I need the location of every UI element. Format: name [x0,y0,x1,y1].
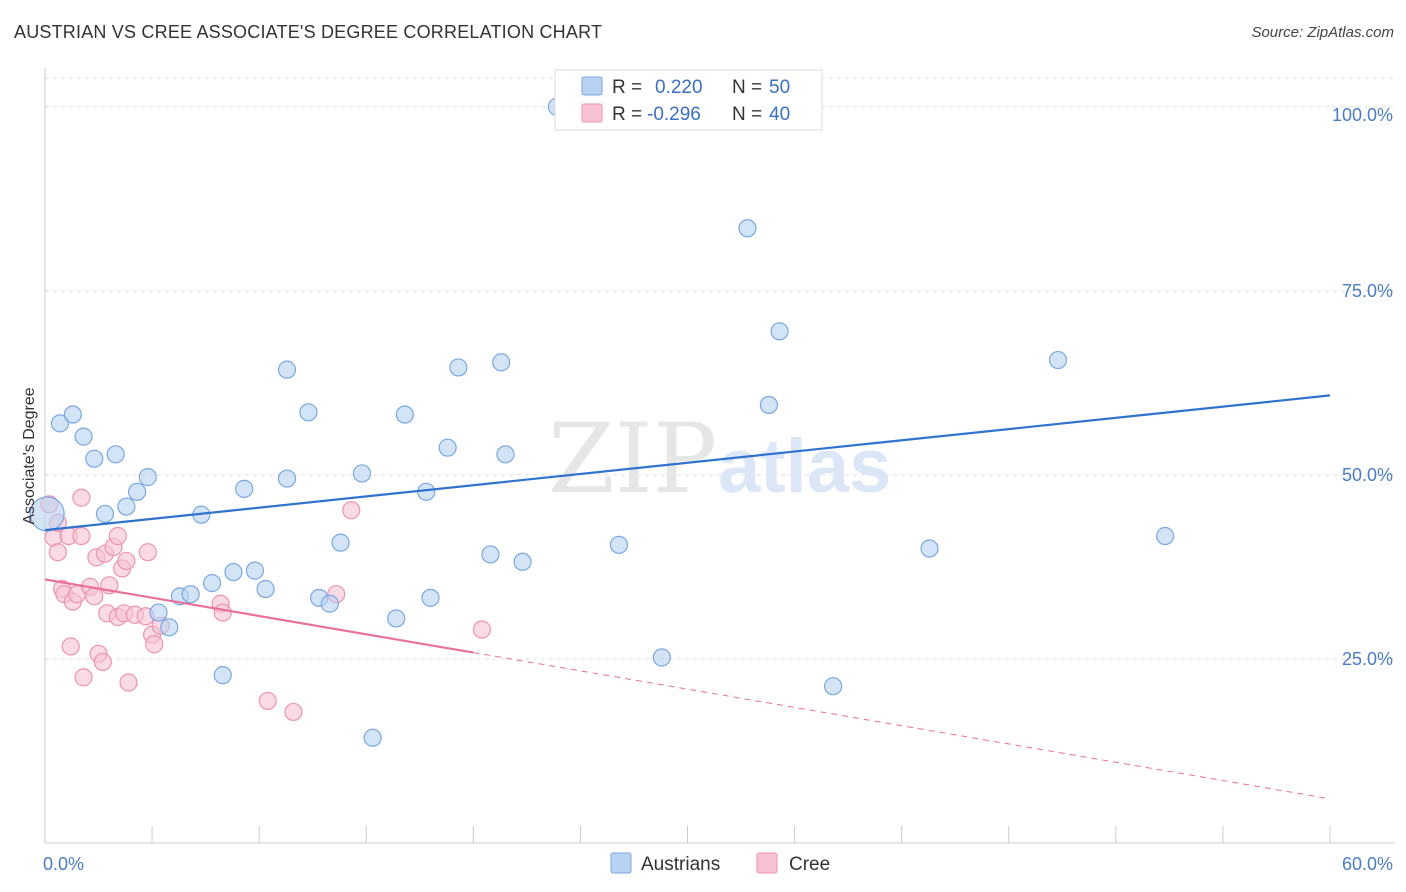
legend-r-value-austrians: 0.220 [655,77,703,98]
austrians-point [149,603,168,622]
bottom-legend-label-austrians: Austrians [641,854,720,875]
watermark-atlas: atlas [718,424,891,509]
austrians-point [496,445,515,464]
axes-layer [44,68,1395,844]
austrians-point [85,449,104,468]
austrians-point [320,594,339,613]
austrians-point [513,552,532,571]
austrians-point [138,468,157,487]
top-legend: R = 0.220 N = 50 R = -0.296 N = 40 [554,69,823,131]
legend-r-label-austrians: R = [612,77,642,98]
austrians-point [395,405,414,424]
austrians-point [1048,350,1068,370]
cree-point [472,620,491,639]
cree-point [74,668,93,687]
austrians-point [224,562,243,582]
austrians-point [331,533,350,552]
austrians-point [421,588,440,607]
cree-point [138,543,157,562]
x-tick-label-60: 60.0% [1342,854,1393,874]
cree-trend-line-extension [473,652,1331,800]
cree-point [145,635,164,654]
austrians-point [609,535,629,554]
austrians-point [481,545,500,564]
austrians-point [738,219,757,238]
bottom-legend-label-cree: Cree [789,854,830,875]
bottom-legend-swatch-austrians [610,852,632,874]
austrians-point [106,445,125,464]
trend-lines [44,394,1331,800]
legend-r-label-cree: R = [612,104,642,125]
austrians-point [352,464,372,483]
cree-point [119,673,138,692]
legend-n-value-cree: 40 [769,104,790,125]
austrians-point [50,414,70,433]
cree-point [258,691,277,711]
legend-swatch-cree [581,103,603,123]
austrians-point [181,585,200,604]
legend-swatch-austrians [581,76,603,96]
chart-title: AUSTRIAN VS CREE ASSOCIATE'S DEGREE CORR… [14,22,603,42]
bottom-legend-swatch-cree [756,852,778,874]
austrians-point [277,360,297,379]
austrians-point [63,405,82,424]
austrians-point [256,579,275,599]
cree-point [108,526,127,546]
y-tick-label-50: 50.0% [1342,465,1393,485]
austrians-point [652,648,671,667]
bottom-legend: Austrians Cree [610,852,830,875]
y-axis-label: Associate's Degree [21,387,38,524]
y-tick-label-75: 75.0% [1342,281,1393,301]
austrians-point [202,574,222,593]
cree-point [48,543,67,562]
cree-point [61,637,80,656]
tick-labels: 25.0% 50.0% 75.0% 100.0% 0.0% 60.0% [43,105,1393,874]
austrians-point [387,609,406,628]
cree-point [72,526,91,546]
cree-point [342,501,361,520]
y-tick-label-100: 100.0% [1332,105,1393,125]
watermark: ZIP atlas [548,403,891,515]
austrians-point [770,322,789,341]
x-tick-label-0: 0.0% [43,854,84,874]
cree-point [213,603,232,622]
austrians-point [95,504,115,524]
austrians-point [277,469,297,488]
austrians-point [363,728,382,747]
austrians-point [759,395,778,415]
austrians-point [160,618,179,637]
austrians-trend-line [44,394,1331,532]
austrians-point [213,666,232,685]
cree-point [85,587,104,606]
austrians-point [492,353,511,372]
austrians-point [824,677,843,696]
cree-trend-line [44,578,474,654]
austrians-point [449,358,468,377]
source-label: Source: ZipAtlas.com [1251,24,1394,41]
austrians-point [127,482,147,501]
austrians-point [235,479,254,498]
austrians-point [920,539,939,558]
cree-point [93,652,112,671]
cree-points [40,488,491,722]
austrians-point [1155,526,1175,546]
austrians-point [117,497,136,516]
legend-n-label-cree: N = [732,104,762,125]
cree-point [284,702,303,722]
cree-point [72,488,91,507]
y-tick-label-25: 25.0% [1342,649,1393,669]
legend-n-label-austrians: N = [732,77,762,98]
austrians-points [29,97,1175,747]
cree-point [117,551,136,571]
austrians-point [299,403,318,422]
austrians-point [245,561,264,580]
watermark-zip: ZIP [548,403,717,515]
legend-r-value-cree: -0.296 [647,104,701,125]
austrians-point [438,438,457,457]
legend-n-value-austrians: 50 [769,77,790,98]
austrians-point [74,427,93,446]
